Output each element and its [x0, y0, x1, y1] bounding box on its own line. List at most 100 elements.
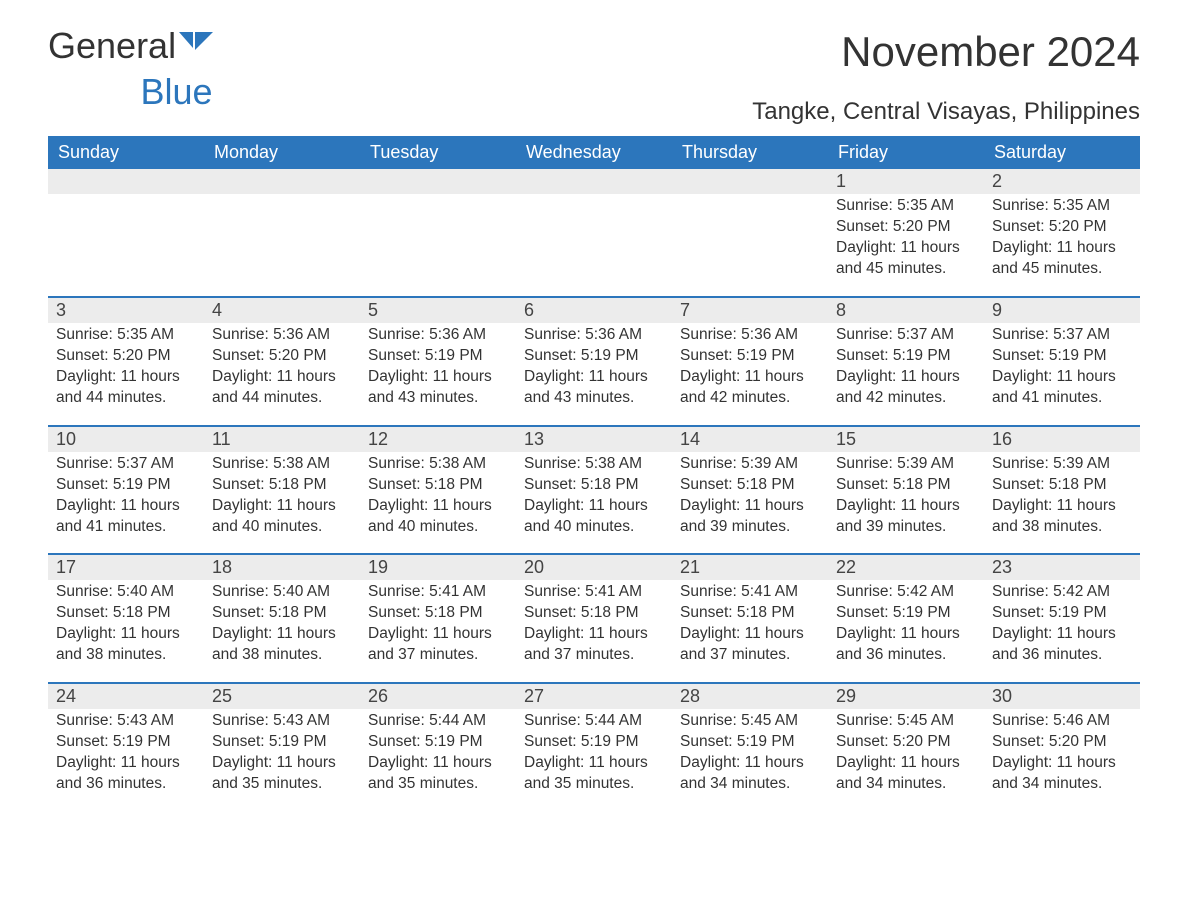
daylight-text: Daylight: 11 hours and 40 minutes. [524, 496, 664, 538]
day-number: 24 [48, 684, 204, 709]
day-details: Sunrise: 5:36 AMSunset: 5:20 PMDaylight:… [204, 323, 360, 409]
sunset-text: Sunset: 5:18 PM [524, 475, 664, 496]
calendar-cell: 6Sunrise: 5:36 AMSunset: 5:19 PMDaylight… [516, 298, 672, 409]
day-details: Sunrise: 5:39 AMSunset: 5:18 PMDaylight:… [828, 452, 984, 538]
sunrise-text: Sunrise: 5:36 AM [680, 325, 820, 346]
sunset-text: Sunset: 5:18 PM [680, 475, 820, 496]
sunrise-text: Sunrise: 5:37 AM [56, 454, 196, 475]
sunrise-text: Sunrise: 5:45 AM [680, 711, 820, 732]
weekday-header: Wednesday [516, 136, 672, 169]
sunrise-text: Sunrise: 5:41 AM [524, 582, 664, 603]
day-number [672, 169, 828, 194]
day-number: 11 [204, 427, 360, 452]
calendar-cell: 29Sunrise: 5:45 AMSunset: 5:20 PMDayligh… [828, 684, 984, 795]
sunset-text: Sunset: 5:18 PM [524, 603, 664, 624]
calendar-cell: 18Sunrise: 5:40 AMSunset: 5:18 PMDayligh… [204, 555, 360, 666]
calendar-cell: 28Sunrise: 5:45 AMSunset: 5:19 PMDayligh… [672, 684, 828, 795]
day-details: Sunrise: 5:44 AMSunset: 5:19 PMDaylight:… [360, 709, 516, 795]
calendar-cell: 21Sunrise: 5:41 AMSunset: 5:18 PMDayligh… [672, 555, 828, 666]
day-details: Sunrise: 5:36 AMSunset: 5:19 PMDaylight:… [516, 323, 672, 409]
sunset-text: Sunset: 5:19 PM [368, 346, 508, 367]
daylight-text: Daylight: 11 hours and 34 minutes. [680, 753, 820, 795]
calendar-cell: 2Sunrise: 5:35 AMSunset: 5:20 PMDaylight… [984, 169, 1140, 280]
day-number: 25 [204, 684, 360, 709]
day-details: Sunrise: 5:42 AMSunset: 5:19 PMDaylight:… [984, 580, 1140, 666]
calendar-cell: 12Sunrise: 5:38 AMSunset: 5:18 PMDayligh… [360, 427, 516, 538]
day-details: Sunrise: 5:45 AMSunset: 5:20 PMDaylight:… [828, 709, 984, 795]
calendar: SundayMondayTuesdayWednesdayThursdayFrid… [48, 136, 1140, 798]
sunrise-text: Sunrise: 5:39 AM [836, 454, 976, 475]
day-details: Sunrise: 5:38 AMSunset: 5:18 PMDaylight:… [360, 452, 516, 538]
sunset-text: Sunset: 5:19 PM [836, 603, 976, 624]
day-number [204, 169, 360, 194]
sunset-text: Sunset: 5:19 PM [992, 346, 1132, 367]
sunset-text: Sunset: 5:19 PM [524, 346, 664, 367]
calendar-cell: 13Sunrise: 5:38 AMSunset: 5:18 PMDayligh… [516, 427, 672, 538]
day-number: 13 [516, 427, 672, 452]
sunset-text: Sunset: 5:18 PM [212, 475, 352, 496]
day-details: Sunrise: 5:38 AMSunset: 5:18 PMDaylight:… [204, 452, 360, 538]
sunset-text: Sunset: 5:19 PM [680, 732, 820, 753]
daylight-text: Daylight: 11 hours and 42 minutes. [836, 367, 976, 409]
sunset-text: Sunset: 5:18 PM [836, 475, 976, 496]
daylight-text: Daylight: 11 hours and 37 minutes. [680, 624, 820, 666]
day-number: 9 [984, 298, 1140, 323]
calendar-cell: 1Sunrise: 5:35 AMSunset: 5:20 PMDaylight… [828, 169, 984, 280]
calendar-cell: 24Sunrise: 5:43 AMSunset: 5:19 PMDayligh… [48, 684, 204, 795]
calendar-cell: 7Sunrise: 5:36 AMSunset: 5:19 PMDaylight… [672, 298, 828, 409]
sunrise-text: Sunrise: 5:36 AM [524, 325, 664, 346]
sunset-text: Sunset: 5:18 PM [212, 603, 352, 624]
day-details: Sunrise: 5:39 AMSunset: 5:18 PMDaylight:… [672, 452, 828, 538]
calendar-cell: 26Sunrise: 5:44 AMSunset: 5:19 PMDayligh… [360, 684, 516, 795]
day-details: Sunrise: 5:42 AMSunset: 5:19 PMDaylight:… [828, 580, 984, 666]
daylight-text: Daylight: 11 hours and 39 minutes. [680, 496, 820, 538]
day-details: Sunrise: 5:40 AMSunset: 5:18 PMDaylight:… [48, 580, 204, 666]
calendar-week: 3Sunrise: 5:35 AMSunset: 5:20 PMDaylight… [48, 296, 1140, 425]
day-details: Sunrise: 5:37 AMSunset: 5:19 PMDaylight:… [984, 323, 1140, 409]
day-number: 16 [984, 427, 1140, 452]
day-details: Sunrise: 5:37 AMSunset: 5:19 PMDaylight:… [828, 323, 984, 409]
sunset-text: Sunset: 5:19 PM [56, 475, 196, 496]
sunrise-text: Sunrise: 5:40 AM [56, 582, 196, 603]
calendar-cell: 17Sunrise: 5:40 AMSunset: 5:18 PMDayligh… [48, 555, 204, 666]
daylight-text: Daylight: 11 hours and 40 minutes. [212, 496, 352, 538]
calendar-cell: 20Sunrise: 5:41 AMSunset: 5:18 PMDayligh… [516, 555, 672, 666]
calendar-cell [672, 169, 828, 280]
day-details: Sunrise: 5:43 AMSunset: 5:19 PMDaylight:… [48, 709, 204, 795]
calendar-cell: 9Sunrise: 5:37 AMSunset: 5:19 PMDaylight… [984, 298, 1140, 409]
day-details: Sunrise: 5:41 AMSunset: 5:18 PMDaylight:… [360, 580, 516, 666]
day-details: Sunrise: 5:44 AMSunset: 5:19 PMDaylight:… [516, 709, 672, 795]
daylight-text: Daylight: 11 hours and 35 minutes. [368, 753, 508, 795]
daylight-text: Daylight: 11 hours and 43 minutes. [368, 367, 508, 409]
day-number: 27 [516, 684, 672, 709]
sunrise-text: Sunrise: 5:39 AM [992, 454, 1132, 475]
sunrise-text: Sunrise: 5:39 AM [680, 454, 820, 475]
sunrise-text: Sunrise: 5:44 AM [524, 711, 664, 732]
sunset-text: Sunset: 5:18 PM [680, 603, 820, 624]
sunrise-text: Sunrise: 5:38 AM [524, 454, 664, 475]
daylight-text: Daylight: 11 hours and 36 minutes. [992, 624, 1132, 666]
day-details: Sunrise: 5:36 AMSunset: 5:19 PMDaylight:… [360, 323, 516, 409]
sunrise-text: Sunrise: 5:44 AM [368, 711, 508, 732]
day-number: 20 [516, 555, 672, 580]
calendar-cell [360, 169, 516, 280]
daylight-text: Daylight: 11 hours and 34 minutes. [992, 753, 1132, 795]
day-number: 5 [360, 298, 516, 323]
calendar-header-row: SundayMondayTuesdayWednesdayThursdayFrid… [48, 136, 1140, 169]
day-number: 12 [360, 427, 516, 452]
day-number: 28 [672, 684, 828, 709]
sunset-text: Sunset: 5:18 PM [992, 475, 1132, 496]
weekday-header: Thursday [672, 136, 828, 169]
sunrise-text: Sunrise: 5:43 AM [56, 711, 196, 732]
daylight-text: Daylight: 11 hours and 37 minutes. [368, 624, 508, 666]
day-number: 10 [48, 427, 204, 452]
calendar-cell: 16Sunrise: 5:39 AMSunset: 5:18 PMDayligh… [984, 427, 1140, 538]
daylight-text: Daylight: 11 hours and 35 minutes. [524, 753, 664, 795]
sunrise-text: Sunrise: 5:41 AM [368, 582, 508, 603]
sunset-text: Sunset: 5:20 PM [992, 732, 1132, 753]
page-header: General Blue November 2024 [48, 28, 1140, 88]
calendar-cell: 30Sunrise: 5:46 AMSunset: 5:20 PMDayligh… [984, 684, 1140, 795]
sunrise-text: Sunrise: 5:36 AM [368, 325, 508, 346]
day-number: 21 [672, 555, 828, 580]
calendar-week: 17Sunrise: 5:40 AMSunset: 5:18 PMDayligh… [48, 553, 1140, 682]
